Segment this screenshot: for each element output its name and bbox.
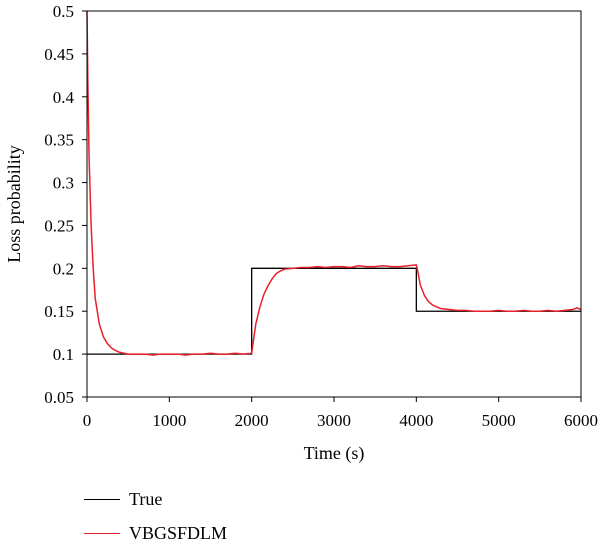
tick-layer: 0 1000 2000 3000 4000 5000 6000 0.05 0.1 0.15 0.2 0… [44,2,598,430]
plot-frame [86,10,582,398]
legend: True VBGSFDLM [84,486,227,554]
y-tick-label: 0.45 [44,45,74,64]
y-tick-label: 0.25 [44,216,74,235]
x-axis-title: Time (s) [304,443,365,464]
legend-label-vbgsfdlm: VBGSFDLM [129,522,228,543]
y-tick-label: 0.05 [44,388,74,407]
y-tick-label: 0.1 [53,345,74,364]
series-line-vbgsfdlm [86,10,582,356]
y-tick-label: 0.3 [53,174,74,193]
x-tick-label: 4000 [399,411,433,430]
x-tick-label: 1000 [152,411,186,430]
x-tick-label: 0 [83,411,92,430]
x-tick-label: 6000 [564,411,598,430]
y-tick-label: 0.35 [44,131,74,150]
legend-swatch-vbgsfdlm [84,532,120,534]
x-tick-label: 2000 [235,411,269,430]
legend-swatch-true [84,498,120,500]
legend-item-true: True [84,486,227,512]
y-tick-label: 0.4 [53,88,75,107]
y-axis-title: Loss probability [4,145,24,263]
y-tick-label: 0.5 [53,2,74,21]
legend-item-vbgsfdlm: VBGSFDLM [84,520,227,546]
legend-label-true: True [129,488,163,509]
y-tick-label: 0.15 [44,302,74,321]
y-tick-label: 0.2 [53,259,74,278]
x-tick-label: 3000 [317,411,351,430]
x-tick-label: 5000 [482,411,516,430]
series-layer [86,10,582,356]
